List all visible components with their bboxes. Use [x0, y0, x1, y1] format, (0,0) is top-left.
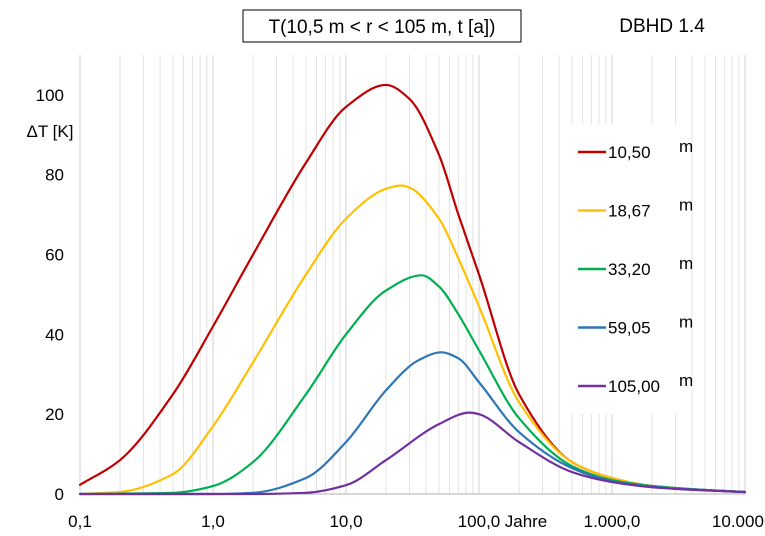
- x-tick-label: 10,0: [329, 512, 362, 531]
- legend-unit: m: [679, 371, 693, 390]
- y-tick-label: 100: [36, 86, 64, 105]
- x-tick-label: 10.000,0: [712, 512, 765, 531]
- series-line-105-00: [78, 411, 747, 496]
- legend-unit: m: [679, 137, 693, 156]
- legend-unit: m: [679, 196, 693, 215]
- legend-label: 10,50: [608, 143, 651, 162]
- legend-label: 18,67: [608, 202, 651, 221]
- chart-subtitle: DBHD 1.4: [619, 16, 705, 37]
- grid-layer: [79, 55, 746, 494]
- x-tick-label: 1.000,0: [584, 512, 641, 531]
- x-axis-label: Jahre: [505, 512, 548, 531]
- y-axis-label: ΔT [K]: [27, 122, 74, 141]
- y-tick-label: 20: [45, 405, 64, 424]
- legend-unit: m: [679, 313, 693, 332]
- series-line-18-67: [78, 184, 747, 496]
- legend-label: 33,20: [608, 260, 651, 279]
- series-layer: [78, 83, 747, 496]
- legend: 10,50 m 18,67 m 33,20 m 59,05 m 105,00 m: [578, 137, 693, 396]
- y-tick-labels: 0 20 40 60 80 100: [36, 86, 64, 504]
- legend-label: 105,00: [608, 377, 660, 396]
- chart-title: T(10,5 m < r < 105 m, t [a]): [268, 17, 495, 38]
- title-box: [242, 9, 522, 43]
- y-tick-label: 80: [45, 166, 64, 185]
- series-line-33-20: [78, 274, 747, 496]
- x-tick-label: 0,1: [68, 512, 92, 531]
- x-tick-label: 1,0: [201, 512, 225, 531]
- legend-unit: m: [679, 254, 693, 273]
- legend-label: 59,05: [608, 319, 651, 338]
- x-tick-label: 100,0: [458, 512, 501, 531]
- y-tick-label: 0: [55, 485, 64, 504]
- y-tick-label: 60: [45, 246, 64, 265]
- x-tick-labels: 0,1 1,0 10,0 100,0 1.000,0 10.000,0: [68, 512, 765, 531]
- y-tick-label: 40: [45, 325, 64, 344]
